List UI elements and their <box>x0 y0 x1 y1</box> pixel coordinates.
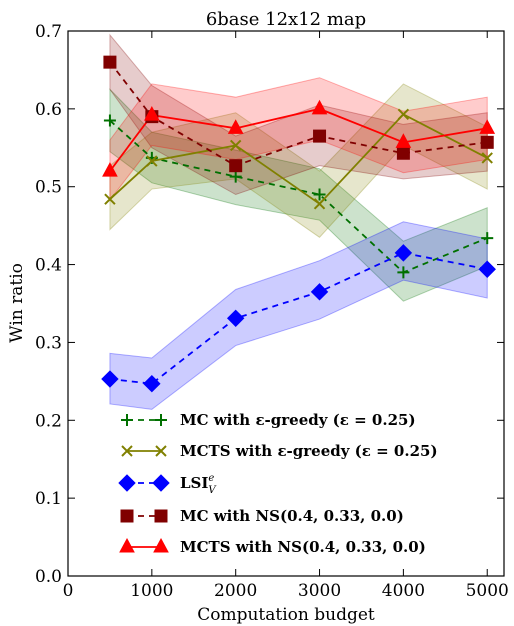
x-tick-label: 1000 <box>130 581 173 601</box>
legend-label: MC with NS(0.4, 0.33, 0.0) <box>180 507 404 525</box>
legend-entry: MCTS with ε-greedy (ε = 0.25) <box>122 442 438 460</box>
legend-entry: MC with ε-greedy (ε = 0.25) <box>121 411 416 429</box>
legend-marker <box>153 475 169 491</box>
legend-entry: LSIe V <box>119 473 217 496</box>
legend-marker <box>120 539 134 552</box>
chart-title: 6base 12x12 map <box>206 9 366 30</box>
y-tick-label: 0.2 <box>35 411 62 431</box>
x-tick-label: 3000 <box>298 581 341 601</box>
legend-label: MCTS with NS(0.4, 0.33, 0.0) <box>180 538 426 556</box>
series-3-point <box>104 56 116 68</box>
legend-marker <box>119 475 135 491</box>
legend-label: LSIe V <box>180 473 217 496</box>
legend-marker <box>121 414 133 426</box>
x-tick-label: 0 <box>63 581 74 601</box>
legend-label: MCTS with ε-greedy (ε = 0.25) <box>180 442 438 460</box>
y-tick-label: 0.5 <box>35 178 62 198</box>
confidence-bands <box>110 35 487 409</box>
x-tick-label: 4000 <box>382 581 425 601</box>
x-tick-label: 5000 <box>466 581 509 601</box>
series-3-point <box>230 160 242 172</box>
series-3-point <box>481 136 493 148</box>
x-axis-label: Computation budget <box>197 605 375 625</box>
y-tick-label: 0.7 <box>35 22 62 42</box>
legend-marker <box>121 510 133 522</box>
legend: MC with ε-greedy (ε = 0.25) MCTS with ε-g… <box>119 411 438 556</box>
legend-label: MC with ε-greedy (ε = 0.25) <box>180 411 416 429</box>
y-tick-label: 0.1 <box>35 489 62 509</box>
y-tick-label: 0.3 <box>35 333 62 353</box>
series-3-point <box>314 130 326 142</box>
y-tick-label: 0.6 <box>35 100 62 120</box>
legend-marker <box>155 414 167 426</box>
series-2-band <box>110 222 487 410</box>
x-tick-label: 2000 <box>214 581 257 601</box>
legend-marker <box>154 539 168 552</box>
series-3-point <box>397 147 409 159</box>
legend-marker <box>155 510 167 522</box>
legend-entry: MC with NS(0.4, 0.33, 0.0) <box>121 507 404 525</box>
legend-entry: MCTS with NS(0.4, 0.33, 0.0) <box>120 538 426 556</box>
y-axis-label: Win ratio <box>7 263 27 343</box>
y-tick-label: 0.4 <box>35 256 62 276</box>
y-tick-label: 0.0 <box>35 567 62 587</box>
